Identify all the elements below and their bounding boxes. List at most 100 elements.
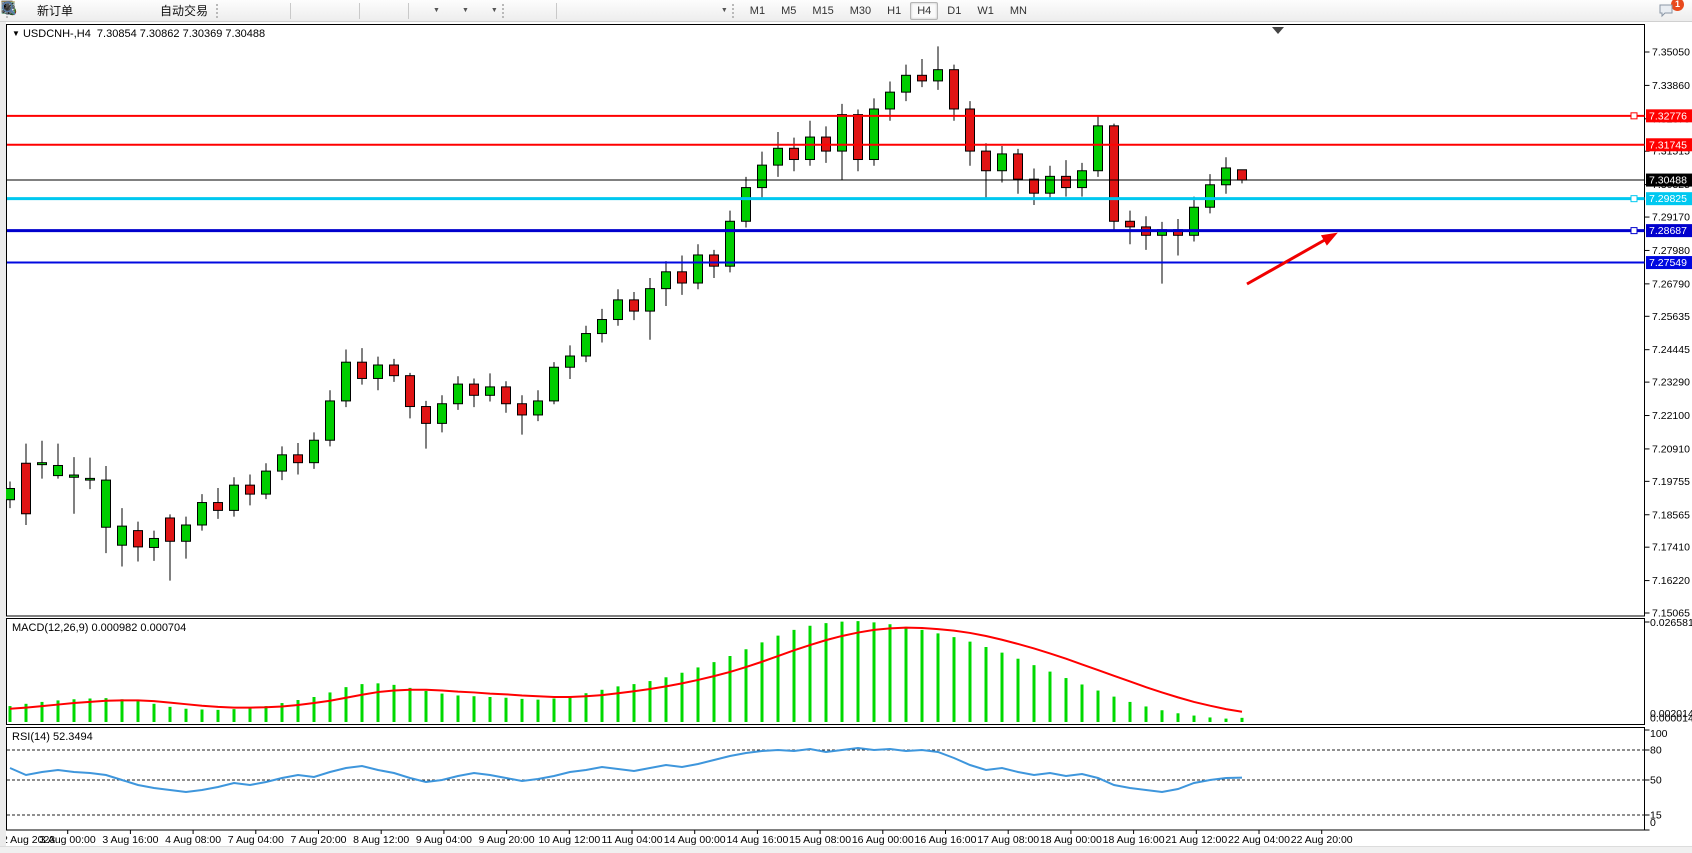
timeframe-h4[interactable]: H4 (910, 1, 939, 20)
arrows-tool-icon[interactable] (2, 2, 721, 20)
text-tool-icon[interactable]: A (4, 1, 681, 20)
candle-up (101, 479, 111, 528)
signals-icon[interactable] (1, 2, 139, 20)
price-axis-label: 7.25635 (1652, 311, 1690, 323)
timeframe-d1[interactable]: D1 (947, 4, 962, 17)
chart-symbol-title[interactable]: ▼ USDCNH-,H4 7.30854 7.30862 7.30369 7.3… (12, 28, 265, 40)
arrows-dropdown-icon[interactable]: ▼ (720, 7, 728, 14)
timeframe-m30[interactable]: M30 (849, 4, 872, 17)
status-bar (0, 846, 1692, 853)
candle-up (901, 74, 911, 93)
candle-down (501, 386, 511, 405)
indicators-icon[interactable] (1, 2, 433, 20)
candle-down (1013, 153, 1023, 180)
rsi-axis-label: 15 (1650, 810, 1662, 822)
candle-up (5, 488, 15, 501)
horizontal-line-tool-icon[interactable] (2, 2, 601, 20)
candle-up (565, 355, 575, 368)
fibonacci-tool-icon[interactable]: F (2, 2, 661, 20)
periods-dropdown-icon[interactable]: ▼ (461, 7, 469, 14)
candle-up (261, 470, 271, 495)
timeframe-h1[interactable]: H1 (887, 4, 902, 17)
new-order-icon[interactable] (1, 0, 36, 20)
candle-up (117, 525, 127, 546)
timeframe-m5[interactable]: M5 (781, 4, 797, 17)
notifications-icon[interactable]: 1 (1658, 0, 1684, 20)
line-chart-icon[interactable] (1, 2, 286, 20)
timeframe-w1[interactable]: W1 (977, 4, 994, 17)
time-axis-label: 17 Aug 08:00 (977, 834, 1039, 846)
timeframe-m15[interactable]: M15 (812, 4, 834, 17)
chart-shift-icon[interactable] (2, 2, 404, 20)
candle-up (53, 464, 63, 477)
candle-up (1205, 184, 1215, 208)
candle-down (293, 454, 303, 464)
candle-up (837, 114, 847, 152)
tile-windows-icon[interactable] (2, 2, 355, 20)
autotrading-label[interactable]: 自动交易 (160, 4, 209, 18)
line-handle (1630, 112, 1638, 120)
bar-chart-icon[interactable] (2, 2, 246, 20)
autoscroll-icon[interactable] (2, 2, 384, 20)
candle-up (373, 364, 383, 379)
candle-up (277, 454, 287, 472)
text-label-tool-icon[interactable]: T (1, 2, 701, 20)
crosshair-icon[interactable] (2, 2, 552, 20)
macd-axis-label: 0.026581 (1650, 617, 1692, 629)
candle-up (1221, 167, 1231, 186)
candle-down (1109, 125, 1119, 222)
price-axis-label: 7.29170 (1652, 212, 1690, 224)
candle-up (1093, 125, 1103, 172)
chart-shift-marker (1272, 27, 1284, 34)
candle-up (805, 136, 815, 161)
templates-dropdown-icon[interactable]: ▼ (490, 7, 498, 14)
candle-down (789, 147, 799, 161)
candle-down (981, 150, 991, 172)
trendline-tool-icon[interactable] (2, 2, 621, 20)
candle-up (549, 366, 559, 402)
main-toolbar: 新订单 自动交易 (0, 0, 1692, 22)
timeframe-m1[interactable]: M1 (749, 4, 766, 17)
new-order-label[interactable]: 新订单 (37, 4, 74, 18)
toolbar-grip[interactable] (216, 3, 222, 18)
candle-up (453, 383, 463, 405)
candle-down (469, 383, 479, 396)
candle-up (485, 386, 495, 396)
candle-up (1045, 175, 1055, 194)
metaeditor-icon[interactable] (1, 2, 119, 20)
time-axis-label: 9 Aug 04:00 (416, 834, 472, 846)
time-axis-label: 3 Aug 00:00 (40, 834, 96, 846)
collapse-panel-icon[interactable]: ▼ (12, 29, 20, 38)
candle-up (533, 400, 543, 416)
cursor-icon[interactable] (4, 2, 532, 20)
candle-up (933, 69, 943, 82)
toolbar-grip[interactable] (731, 3, 738, 18)
candle-up (773, 147, 783, 166)
metaquotes-icon[interactable] (1, 2, 99, 20)
toolbar-grip[interactable] (501, 3, 508, 18)
indicators-dropdown-icon[interactable]: ▼ (433, 7, 440, 14)
candle-up (1077, 170, 1087, 189)
price-axis-label: 7.16220 (1652, 575, 1690, 587)
timeframe-mn[interactable]: MN (1009, 4, 1027, 17)
price-axis-label: 7.33860 (1652, 80, 1690, 92)
autotrading-icon[interactable] (1, 1, 159, 20)
zoom-out-icon[interactable] (1, 1, 335, 20)
periods-icon[interactable] (1, 1, 462, 20)
candle-down (405, 375, 415, 408)
price-axis-label: 7.18565 (1652, 509, 1690, 521)
candle-up (869, 108, 879, 161)
zoom-in-icon[interactable] (1, 1, 315, 20)
notification-badge: 1 (1671, 0, 1684, 11)
vertical-line-tool-icon[interactable] (7, 2, 581, 20)
search-icon[interactable] (2, 1, 1658, 20)
time-axis-label: 8 Aug 12:00 (353, 834, 409, 846)
timeframe-group: M1 M5 M15 M30 H1 H4 D1 W1 MN (742, 1, 1035, 20)
candle-down (1125, 220, 1135, 228)
toolbar-separator (555, 2, 557, 19)
time-axis-label: 22 Aug 04:00 (1228, 834, 1290, 846)
templates-icon[interactable] (1, 2, 491, 20)
candlestick-icon[interactable] (2, 2, 266, 20)
channel-tool-icon[interactable]: E (1, 2, 641, 20)
candle-up (229, 484, 239, 511)
